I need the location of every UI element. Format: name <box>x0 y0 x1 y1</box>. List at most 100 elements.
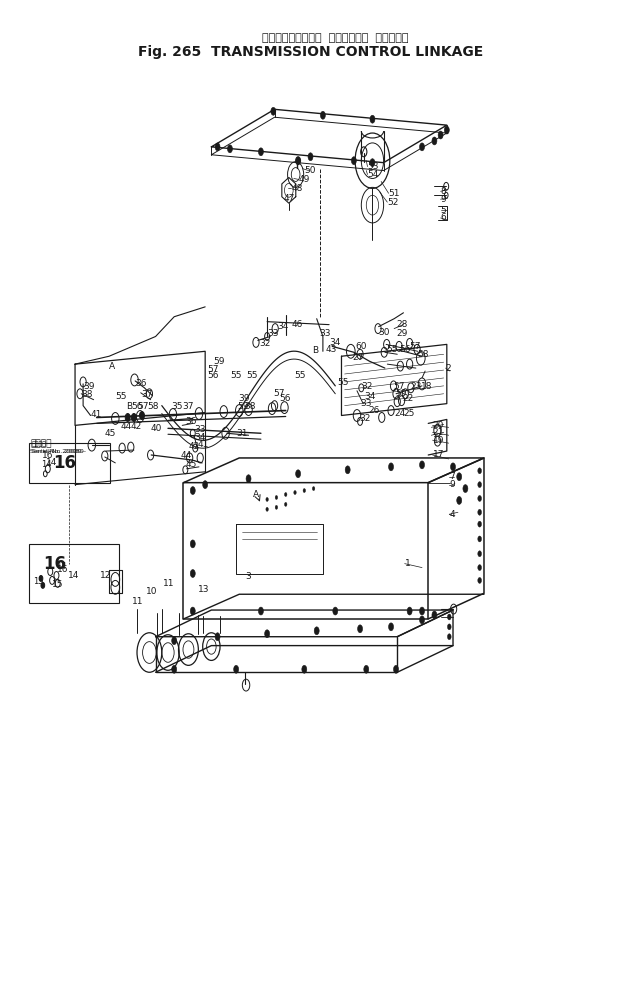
Text: 36: 36 <box>135 380 147 389</box>
Circle shape <box>258 147 263 155</box>
Circle shape <box>364 666 369 674</box>
Circle shape <box>284 493 287 496</box>
Circle shape <box>478 578 481 584</box>
Text: 57: 57 <box>138 403 149 411</box>
Text: 41: 41 <box>197 440 209 449</box>
Text: 59: 59 <box>213 357 225 366</box>
Bar <box>29 544 119 603</box>
Text: 33: 33 <box>194 425 206 434</box>
Text: 19: 19 <box>433 436 444 445</box>
Text: 1: 1 <box>405 559 410 568</box>
Text: 6: 6 <box>441 214 446 223</box>
Circle shape <box>275 505 278 509</box>
Circle shape <box>463 485 468 493</box>
Text: 32: 32 <box>259 339 271 348</box>
Circle shape <box>432 611 437 619</box>
Text: 3: 3 <box>245 572 251 581</box>
Circle shape <box>370 158 375 166</box>
Text: 26: 26 <box>369 406 380 415</box>
Circle shape <box>258 607 263 615</box>
Text: 14: 14 <box>57 562 67 571</box>
Text: 16: 16 <box>57 565 68 574</box>
Text: 53: 53 <box>368 162 379 171</box>
Text: 57: 57 <box>273 390 285 399</box>
Circle shape <box>478 536 481 542</box>
Text: 9: 9 <box>449 480 455 490</box>
Circle shape <box>478 495 481 501</box>
Text: 4: 4 <box>449 509 455 519</box>
Circle shape <box>190 570 195 578</box>
Circle shape <box>432 137 437 144</box>
Text: Fig. 265  TRANSMISSION CONTROL LINKAGE: Fig. 265 TRANSMISSION CONTROL LINKAGE <box>138 45 483 59</box>
Text: 49: 49 <box>299 175 310 184</box>
Text: 37: 37 <box>182 403 194 411</box>
Text: 55: 55 <box>247 372 258 381</box>
Text: 57: 57 <box>207 365 219 374</box>
Text: 23: 23 <box>410 383 422 392</box>
Text: 12: 12 <box>100 571 111 580</box>
Text: 45: 45 <box>105 429 116 438</box>
Text: 45: 45 <box>186 460 197 470</box>
Text: 27: 27 <box>353 353 364 362</box>
Text: 34: 34 <box>277 322 288 331</box>
Circle shape <box>438 132 443 139</box>
Circle shape <box>445 127 449 135</box>
Circle shape <box>303 489 306 493</box>
Text: 39: 39 <box>238 395 250 404</box>
Circle shape <box>172 637 176 645</box>
Text: 51: 51 <box>389 189 400 198</box>
Text: 33: 33 <box>267 329 279 338</box>
Circle shape <box>448 614 451 620</box>
Text: 55: 55 <box>230 372 242 381</box>
Circle shape <box>296 470 301 478</box>
Text: Serial No. 20080-: Serial No. 20080- <box>32 449 86 454</box>
Circle shape <box>389 623 394 631</box>
Circle shape <box>420 461 425 469</box>
Circle shape <box>478 468 481 474</box>
Text: 55: 55 <box>116 393 127 402</box>
Circle shape <box>314 627 319 635</box>
Text: 42: 42 <box>188 442 200 451</box>
Text: 15: 15 <box>34 577 44 585</box>
Circle shape <box>478 521 481 527</box>
Text: 31: 31 <box>237 429 248 438</box>
Text: 44: 44 <box>180 452 192 461</box>
Circle shape <box>448 624 451 630</box>
Circle shape <box>215 142 220 150</box>
Circle shape <box>345 466 350 474</box>
Text: 14: 14 <box>46 458 57 468</box>
Text: 57: 57 <box>393 383 404 392</box>
Circle shape <box>190 607 195 615</box>
Text: 16: 16 <box>43 555 66 573</box>
Text: 38: 38 <box>244 403 256 411</box>
Text: 56: 56 <box>132 403 143 411</box>
Text: 47: 47 <box>284 194 295 203</box>
Circle shape <box>227 144 232 152</box>
Text: 適用番号: 適用番号 <box>30 440 52 449</box>
Text: トランスミッション  コントロール  リンケージ: トランスミッション コントロール リンケージ <box>262 34 409 44</box>
Text: 56: 56 <box>279 395 291 404</box>
Text: A: A <box>109 362 116 371</box>
Text: 17: 17 <box>433 451 444 460</box>
Text: 55: 55 <box>386 345 397 354</box>
Text: 41: 41 <box>91 410 102 419</box>
Circle shape <box>420 616 425 624</box>
Text: 34: 34 <box>329 338 340 347</box>
Circle shape <box>333 607 338 615</box>
Circle shape <box>302 666 307 674</box>
Text: 58: 58 <box>148 403 159 411</box>
Text: 59: 59 <box>237 403 249 411</box>
Text: 10: 10 <box>146 586 157 595</box>
Text: 55: 55 <box>294 372 306 381</box>
Text: 適用番号: 適用番号 <box>32 441 47 447</box>
Text: 2: 2 <box>446 364 451 373</box>
Text: 18: 18 <box>421 383 432 392</box>
Text: 58: 58 <box>418 350 429 359</box>
Circle shape <box>478 482 481 488</box>
Circle shape <box>275 495 278 499</box>
Text: 14: 14 <box>68 571 79 580</box>
Text: 38: 38 <box>81 391 93 400</box>
Text: 60: 60 <box>356 342 367 351</box>
Circle shape <box>190 487 195 494</box>
Text: 36: 36 <box>185 417 197 426</box>
